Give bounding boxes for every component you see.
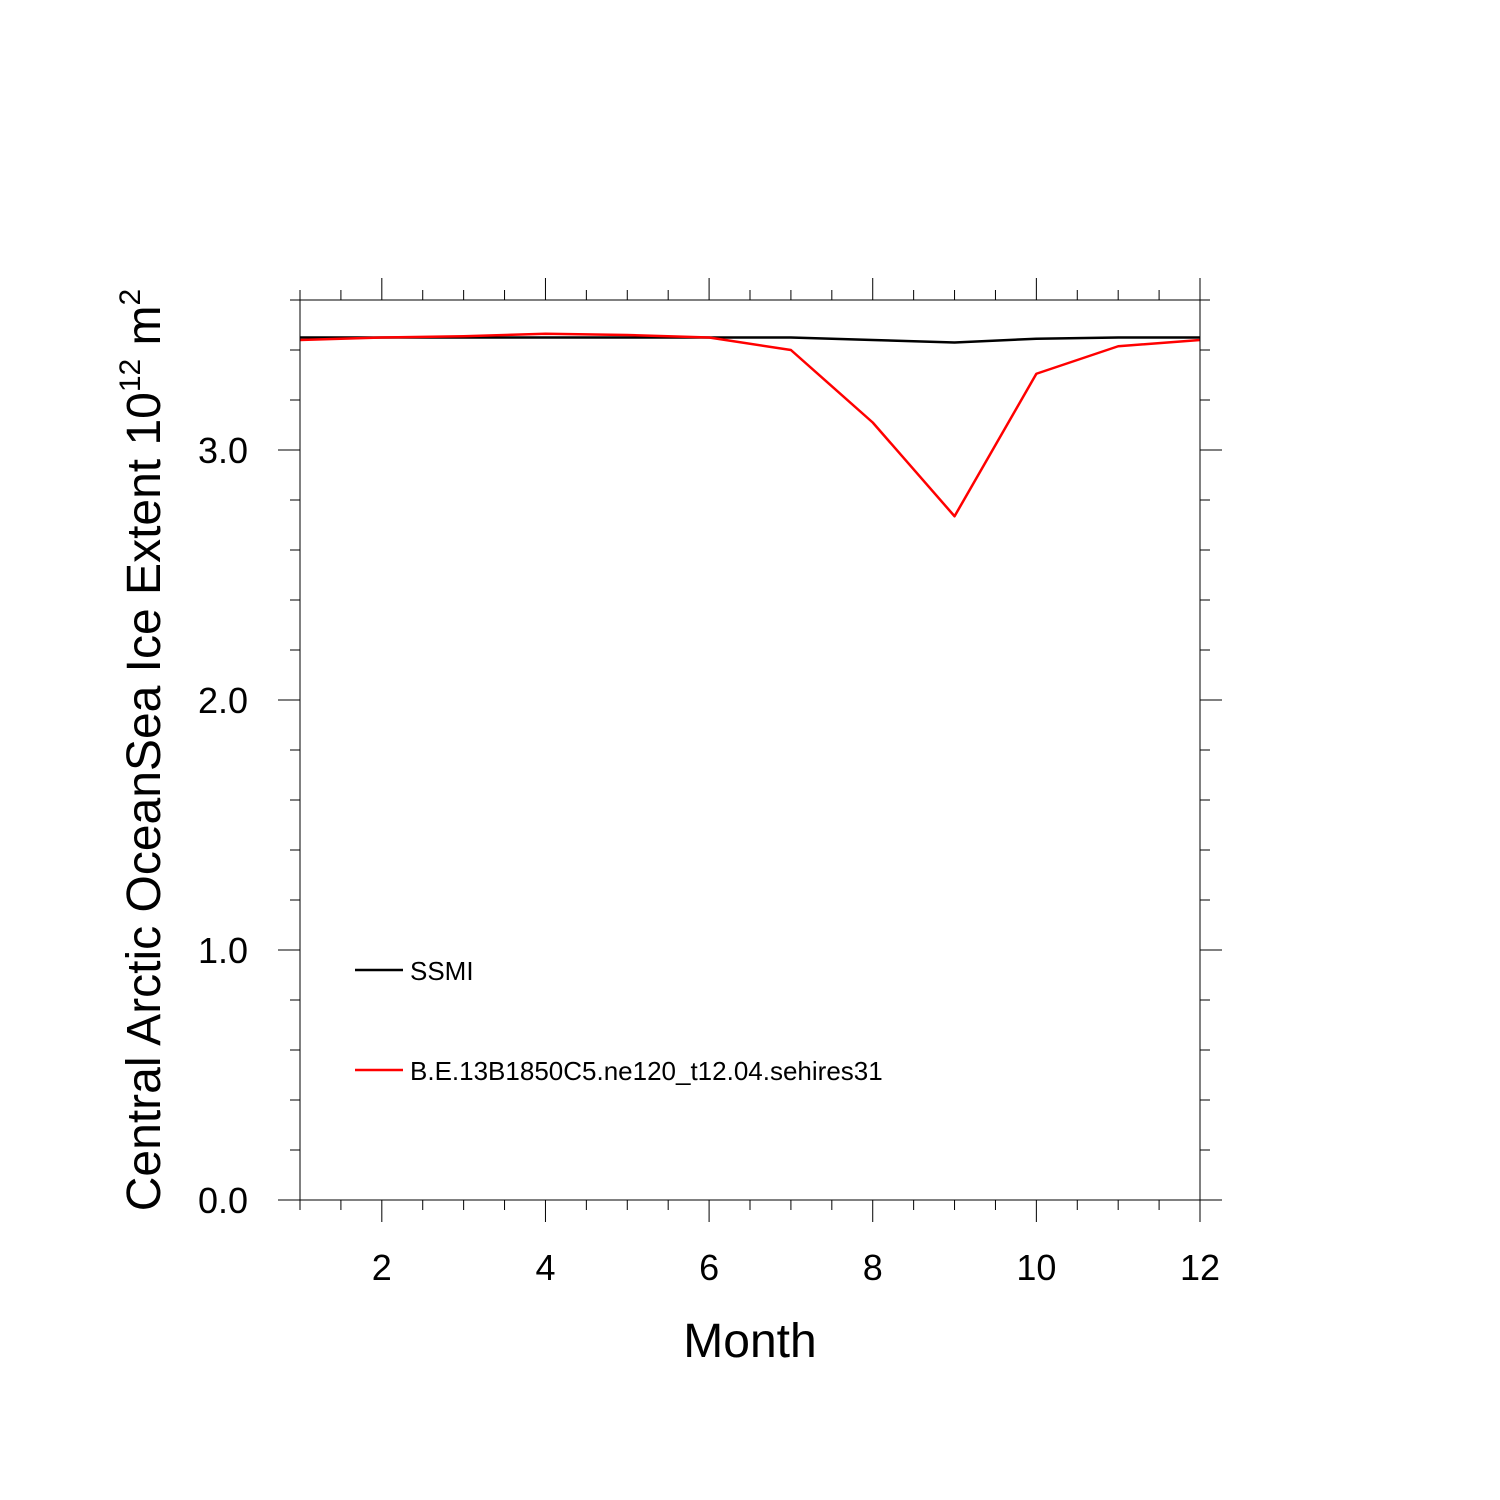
y-axis-title-unit: m: [118, 305, 171, 358]
legend-label-model: B.E.13B1850C5.ne120_t12.04.sehires31: [410, 1056, 883, 1086]
y-axis-title-exponent: 12: [114, 359, 147, 392]
x-tick-label: 8: [863, 1247, 883, 1288]
major-ticks: [278, 278, 1222, 1222]
x-tick-label: 2: [372, 1247, 392, 1288]
x-tick-labels: 2 4 6 8 10 12: [372, 1247, 1220, 1288]
series-line-model: [299, 332, 1201, 518]
y-tick-labels: 0.0 1.0 2.0 3.0: [198, 430, 248, 1221]
legend: SSMI B.E.13B1850C5.ne120_t12.04.sehires3…: [355, 956, 883, 1086]
minor-ticks: [290, 290, 1210, 1210]
y-axis-title: Central Arctic OceanSea Ice Extent 1012 …: [114, 289, 171, 1211]
series-line-ssmi: [300, 336, 1200, 344]
x-axis-title: Month: [683, 1315, 816, 1368]
x-tick-label: 12: [1180, 1247, 1220, 1288]
y-tick-label: 1.0: [198, 930, 248, 971]
legend-label-ssmi: SSMI: [410, 956, 474, 986]
y-axis-title-text: Central Arctic OceanSea Ice Extent 10: [118, 392, 171, 1211]
y-tick-label: 0.0: [198, 1180, 248, 1221]
plot-frame: [299, 299, 1201, 1201]
x-tick-label: 6: [699, 1247, 719, 1288]
series-lines: [299, 332, 1201, 518]
y-tick-label: 3.0: [198, 430, 248, 471]
y-tick-label: 2.0: [198, 680, 248, 721]
x-tick-label: 10: [1016, 1247, 1056, 1288]
x-tick-label: 4: [535, 1247, 555, 1288]
y-axis-title-unit-exponent: 2: [114, 289, 147, 306]
